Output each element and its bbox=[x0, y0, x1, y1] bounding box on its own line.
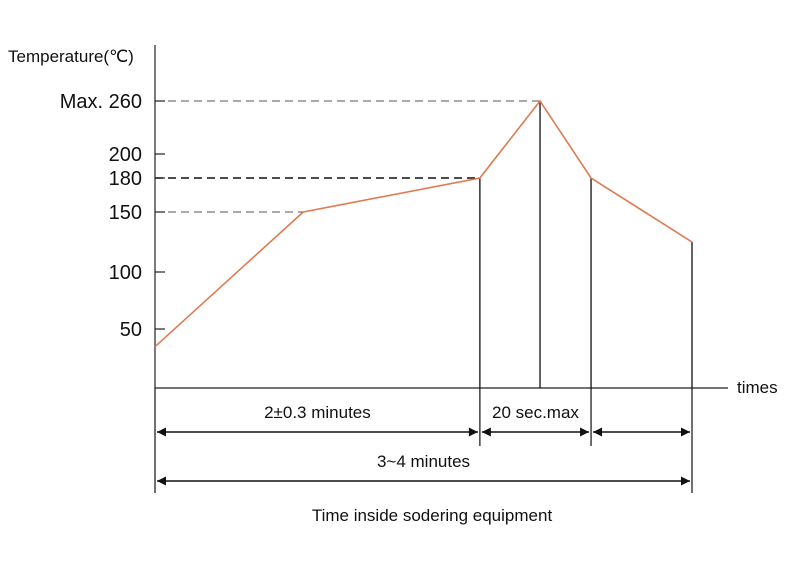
y-tick-label: 150 bbox=[109, 202, 142, 224]
y-tick-label: 180 bbox=[109, 168, 142, 190]
interval-label: 2±0.3 minutes bbox=[264, 403, 371, 422]
interval-label: 20 sec.max bbox=[492, 403, 579, 422]
y-tick-label: 50 bbox=[120, 319, 142, 341]
x-axis-title: times bbox=[737, 378, 778, 397]
y-tick-label: 200 bbox=[109, 144, 142, 166]
temperature-profile-line bbox=[154, 99, 693, 348]
y-axis-title: Temperature(℃) bbox=[8, 47, 134, 66]
y-tick-label: 100 bbox=[109, 262, 142, 284]
interval-label: 3~4 minutes bbox=[377, 452, 470, 471]
y-tick-label: Max. 260 bbox=[60, 91, 142, 113]
chart-caption: Time inside sodering equipment bbox=[312, 506, 553, 525]
